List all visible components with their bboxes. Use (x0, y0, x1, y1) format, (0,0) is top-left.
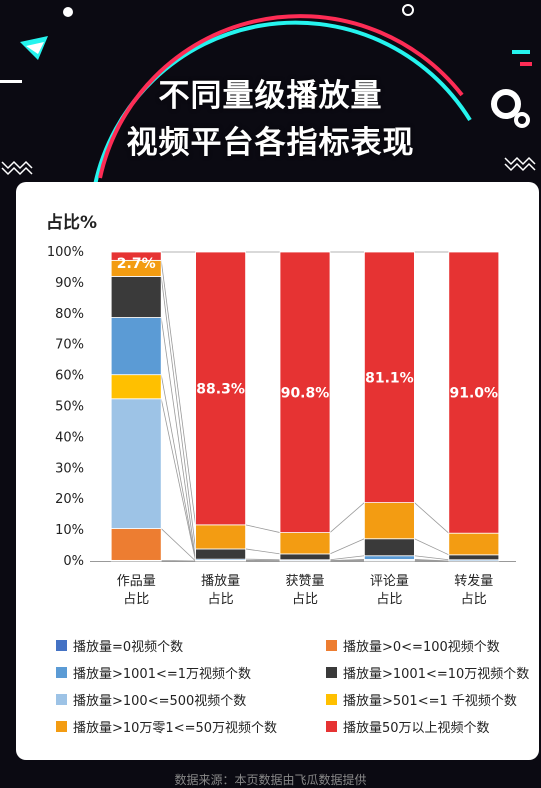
legend-item: 播放量>0<=100视频个数 (326, 636, 500, 655)
legend-label: 播放量50万以上视频个数 (343, 717, 490, 736)
bar-segment (196, 549, 246, 559)
bar-segment (280, 554, 330, 560)
legend-swatch (326, 640, 337, 651)
series-connector-line (161, 399, 195, 561)
legend-label: 播放量>501<=1 千视频个数 (343, 690, 517, 709)
series-connector-line (246, 525, 280, 533)
series-connector-line (161, 276, 195, 549)
bar-segment (111, 529, 161, 561)
x-tick-label: 占比 (376, 592, 402, 607)
series-connector-line (161, 375, 195, 561)
x-tick-label: 播放量 (201, 574, 240, 589)
series-connector-line (161, 260, 195, 525)
data-label: 81.1% (365, 370, 414, 386)
y-tick-label: 50% (55, 400, 84, 415)
legend-swatch (326, 694, 337, 705)
y-tick-label: 90% (55, 276, 84, 291)
bar-segment (280, 533, 330, 554)
y-tick-label: 30% (55, 461, 84, 476)
x-tick-label: 占比 (208, 592, 234, 607)
series-connector-line (246, 559, 280, 560)
bar-segment (364, 556, 414, 560)
legend-item: 播放量=0视频个数 (56, 636, 183, 655)
legend-label: 播放量=0视频个数 (73, 636, 183, 655)
series-connector-line (330, 539, 364, 554)
bar-segment (196, 525, 246, 549)
page-title-line2: 视频平台各指标表现 (0, 117, 541, 162)
legend-swatch (56, 694, 67, 705)
bar-segment (111, 399, 161, 529)
bar-segment (449, 533, 499, 555)
legend-label: 播放量>1001<=10万视频个数 (343, 663, 529, 682)
legend-item: 播放量>10万零1<=50万视频个数 (56, 717, 277, 736)
bar-segment (111, 375, 161, 399)
series-connector-line (330, 503, 364, 533)
legend-label: 播放量>10万零1<=50万视频个数 (73, 717, 277, 736)
data-label: 2.7% (117, 256, 156, 272)
data-label: 88.3% (196, 381, 245, 397)
y-tick-label: 80% (55, 307, 84, 322)
series-connector-line (414, 556, 448, 560)
y-tick-label: 70% (55, 338, 84, 353)
x-tick-label: 占比 (461, 592, 487, 607)
legend-swatch (56, 721, 67, 732)
legend-label: 播放量>0<=100视频个数 (343, 636, 500, 655)
bar-segment (111, 318, 161, 375)
dash-icon (520, 62, 532, 66)
series-connector-line (161, 560, 195, 561)
y-tick-label: 40% (55, 430, 84, 445)
x-tick-label: 评论量 (370, 574, 409, 589)
legend-item: 播放量>1001<=1万视频个数 (56, 663, 251, 682)
series-connector-line (414, 503, 448, 534)
series-connector-line (246, 549, 280, 554)
data-source-note: 数据来源：本页数据由飞瓜数据提供 (0, 771, 541, 788)
legend-item: 播放量>100<=500视频个数 (56, 690, 246, 709)
y-tick-label: 10% (55, 523, 84, 538)
series-connector-line (414, 539, 448, 555)
chart-card: 占比% 0%10%20%30%40%50%60%70%80%90%100%作品量… (16, 182, 539, 760)
y-tick-label: 60% (55, 369, 84, 384)
data-label: 90.8% (281, 385, 330, 401)
series-connector-line (161, 318, 195, 560)
bar-segment (364, 539, 414, 556)
bar-segment (111, 276, 161, 317)
page-title-line1: 不同量级播放量 (0, 70, 541, 115)
legend-item: 播放量>1001<=10万视频个数 (326, 663, 529, 682)
legend-swatch (326, 721, 337, 732)
x-tick-label: 转发量 (454, 573, 493, 589)
x-tick-label: 作品量 (117, 574, 156, 589)
legend-swatch (326, 667, 337, 678)
y-tick-label: 20% (55, 492, 84, 507)
dot-icon (63, 7, 73, 17)
x-tick-label: 占比 (292, 592, 318, 607)
y-tick-label: 0% (63, 554, 84, 569)
bar-segment (449, 555, 499, 560)
legend-swatch (56, 667, 67, 678)
data-label: 91.0% (450, 386, 499, 402)
legend-label: 播放量>100<=500视频个数 (73, 690, 246, 709)
x-tick-label: 获赞量 (285, 574, 324, 589)
series-connector-line (330, 556, 364, 560)
legend-swatch (56, 640, 67, 651)
x-tick-label: 占比 (123, 592, 149, 607)
bar-segment (364, 503, 414, 539)
y-tick-label: 100% (47, 245, 84, 260)
legend-item: 播放量50万以上视频个数 (326, 717, 490, 736)
legend-item: 播放量>501<=1 千视频个数 (326, 690, 517, 709)
dash-icon (512, 50, 530, 54)
legend-label: 播放量>1001<=1万视频个数 (73, 663, 251, 682)
